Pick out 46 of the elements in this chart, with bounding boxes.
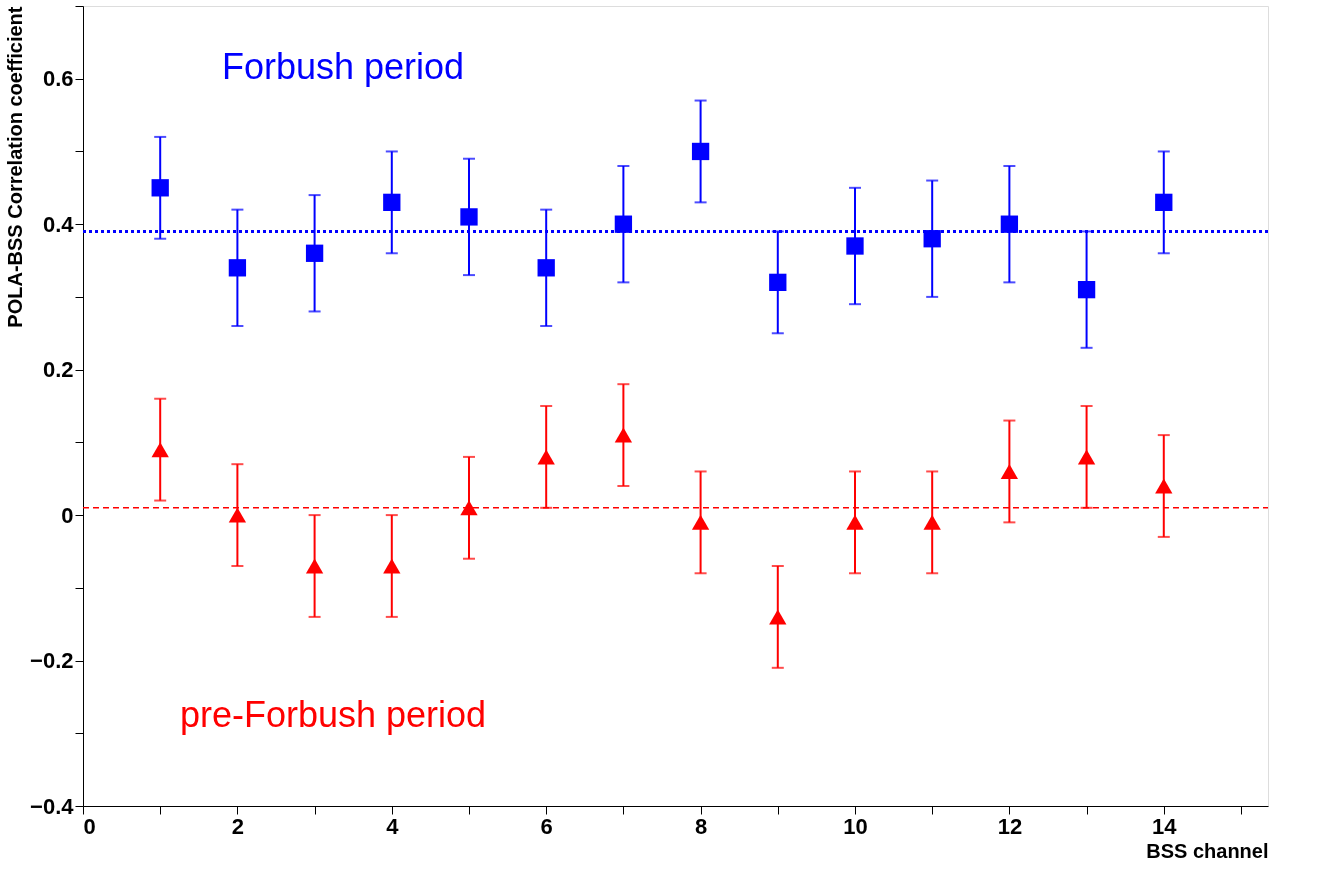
point — [1077, 280, 1096, 299]
point — [383, 193, 401, 212]
x-tick-label: 12 — [997, 813, 1023, 839]
y-tick-label: 0.4 — [42, 211, 75, 237]
point — [537, 259, 555, 277]
point — [769, 273, 787, 292]
point — [846, 237, 864, 255]
point — [151, 179, 169, 197]
x-tick-label: 0 — [83, 813, 96, 839]
text: pre-Forbush period — [179, 694, 487, 735]
y-tick-label: 0.6 — [42, 66, 74, 92]
point — [1000, 463, 1019, 479]
point — [614, 215, 633, 233]
x-tick-label: 10 — [843, 813, 868, 839]
point — [228, 259, 247, 277]
y-axis-title: POLA-BSS Correlation coefficient — [4, 6, 27, 328]
point — [846, 514, 864, 530]
x-axis-title: BSS channel — [1146, 839, 1269, 862]
point — [769, 609, 787, 625]
point — [1155, 478, 1173, 494]
y-tick-label: −0.4 — [30, 793, 75, 819]
text: Forbush period — [221, 46, 465, 87]
point — [1000, 215, 1019, 233]
point — [228, 507, 247, 523]
point — [691, 142, 710, 161]
x-tick-label: 6 — [540, 813, 553, 839]
point — [1155, 193, 1173, 212]
x-tick-label: 2 — [231, 813, 245, 839]
point — [305, 558, 324, 574]
y-tick-label: 0 — [61, 502, 74, 528]
point — [923, 514, 941, 530]
point — [691, 514, 710, 530]
point — [923, 230, 941, 248]
x-tick-label: 4 — [386, 813, 400, 839]
x-tick-label: 14 — [1152, 813, 1178, 839]
x-tick-label: 8 — [694, 813, 708, 839]
point — [1077, 449, 1096, 465]
point — [305, 244, 324, 262]
point — [383, 558, 401, 574]
point — [151, 442, 169, 458]
y-tick-label: 0.2 — [42, 357, 74, 383]
point — [537, 449, 555, 465]
point — [614, 427, 633, 443]
point — [460, 208, 478, 226]
point — [460, 500, 478, 516]
y-tick-label: −0.2 — [30, 648, 74, 674]
